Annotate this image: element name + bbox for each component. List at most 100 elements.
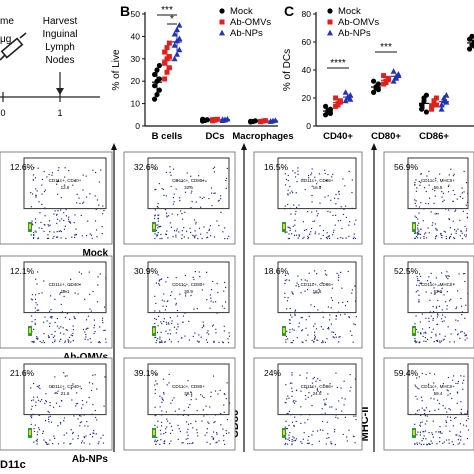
- flow-event-dot: [214, 301, 217, 303]
- flow-event-dot: [345, 216, 348, 219]
- flow-event-dot: [415, 291, 417, 293]
- flow-plot-frame: [253, 151, 363, 245]
- flow-event-dot: [291, 372, 293, 374]
- flow-event-dot: [196, 432, 198, 434]
- flow-event-dot: [345, 205, 347, 207]
- flow-event-dot: [177, 326, 179, 328]
- flow-event-dot: [415, 216, 417, 219]
- flow-event-dot: [285, 384, 287, 386]
- flow-event-dot: [198, 271, 200, 273]
- flow-event-dot: [189, 442, 191, 445]
- flow-event-dot: [33, 167, 35, 169]
- flow-event-dot: [70, 278, 72, 280]
- flow-event-dot: [293, 425, 295, 427]
- flow-event-dot: [154, 214, 156, 216]
- flow-event-dot: [307, 419, 309, 421]
- flow-event-dot: [181, 212, 183, 215]
- flow-event-dot: [183, 410, 185, 412]
- flow-event-dot: [463, 379, 465, 381]
- flow-event-dot: [80, 388, 82, 390]
- flow-event-dot: [172, 203, 175, 205]
- flow-event-dot: [58, 167, 60, 169]
- flow-event-dot: [289, 307, 291, 310]
- flow-event-dot: [295, 438, 297, 440]
- flow-plot-frame: [383, 151, 474, 245]
- flow-event-dot: [433, 311, 435, 313]
- flow-event-dot: [165, 305, 168, 307]
- flow-event-dot: [168, 323, 170, 325]
- flow-event-dot: [354, 442, 356, 444]
- flow-event-dot: [195, 201, 197, 203]
- flow-event-dot: [344, 305, 347, 307]
- flow-event-dot: [184, 285, 186, 287]
- flow-event-dot: [34, 307, 36, 309]
- flow-event-dot: [46, 237, 49, 240]
- flow-event-dot: [337, 198, 339, 200]
- flow-event-dot: [335, 315, 337, 317]
- flow-event-dot: [439, 441, 441, 443]
- flow-event-dot: [223, 404, 225, 406]
- flow-event-dot: [289, 329, 291, 331]
- flow-event-dot: [43, 439, 45, 441]
- flow-event-dot: [418, 285, 420, 287]
- flow-event-dot: [159, 310, 161, 312]
- flow-event-dot: [31, 341, 33, 343]
- flow-event-dot: [416, 398, 418, 400]
- flow-event-dot: [335, 372, 337, 374]
- flow-event-dot: [416, 234, 419, 236]
- flow-event-dot: [316, 339, 318, 341]
- flow-gate-name: CD11c+, CD40+: [49, 178, 82, 183]
- flow-event-dot: [157, 315, 160, 318]
- flow-event-dot: [48, 220, 51, 222]
- flow-event-dot: [433, 293, 436, 295]
- flow-event-dot: [82, 202, 84, 204]
- flow-event-dot: [439, 425, 441, 428]
- data-point: [174, 26, 180, 33]
- flow-event-dot: [428, 232, 430, 234]
- flow-event-dot: [213, 192, 215, 195]
- flow-event-dot: [48, 416, 50, 418]
- flow-event-dot: [193, 278, 195, 281]
- flow-event-dot: [432, 188, 434, 190]
- flow-event-dot: [36, 309, 39, 312]
- flow-event-dot: [35, 231, 37, 233]
- flow-event-dot: [43, 333, 45, 335]
- flow-event-dot: [159, 341, 161, 343]
- flow-event-dot: [206, 432, 208, 434]
- flow-event-dot: [157, 338, 159, 340]
- flow-event-dot: [157, 220, 160, 222]
- flow-event-dot: [35, 196, 37, 198]
- flow-plot: 12.6%CD11c+, CD40+12.6: [0, 151, 113, 245]
- flow-event-dot: [415, 328, 418, 331]
- flow-gate-name: CD11c+, MHCII+: [421, 384, 455, 389]
- flow-event-dot: [332, 214, 334, 217]
- flow-event-dot: [311, 386, 313, 388]
- flow-event-dot: [102, 321, 104, 324]
- flow-event-dot: [95, 416, 97, 419]
- flow-event-dot: [313, 292, 315, 294]
- flow-event-dot: [30, 191, 32, 194]
- flow-event-dot: [182, 315, 185, 317]
- flow-gate-name: CD11c+, CD80+: [172, 384, 205, 389]
- flow-event-dot: [419, 422, 422, 424]
- flow-event-dot: [174, 410, 176, 412]
- flow-event-dot: [436, 313, 439, 315]
- flow-event-dot: [94, 220, 97, 222]
- flow-event-dot: [291, 382, 293, 384]
- flow-event-dot: [56, 392, 58, 395]
- flow-gate: [407, 261, 469, 314]
- flow-event-dot: [433, 382, 435, 384]
- flow-event-dot: [284, 292, 286, 294]
- flow-event-dot: [31, 321, 33, 323]
- flow-event-dot: [80, 421, 83, 423]
- flow-event-dot: [434, 293, 436, 295]
- flow-event-dot: [297, 284, 300, 286]
- flow-event-dot: [60, 230, 62, 233]
- flow-event-dot: [290, 213, 292, 215]
- flow-event-dot: [354, 285, 356, 287]
- data-point: [433, 95, 439, 101]
- flow-event-dot: [207, 330, 209, 332]
- flow-event-dot: [418, 409, 420, 411]
- flow-event-dot: [326, 274, 328, 276]
- flow-event-dot: [433, 341, 435, 343]
